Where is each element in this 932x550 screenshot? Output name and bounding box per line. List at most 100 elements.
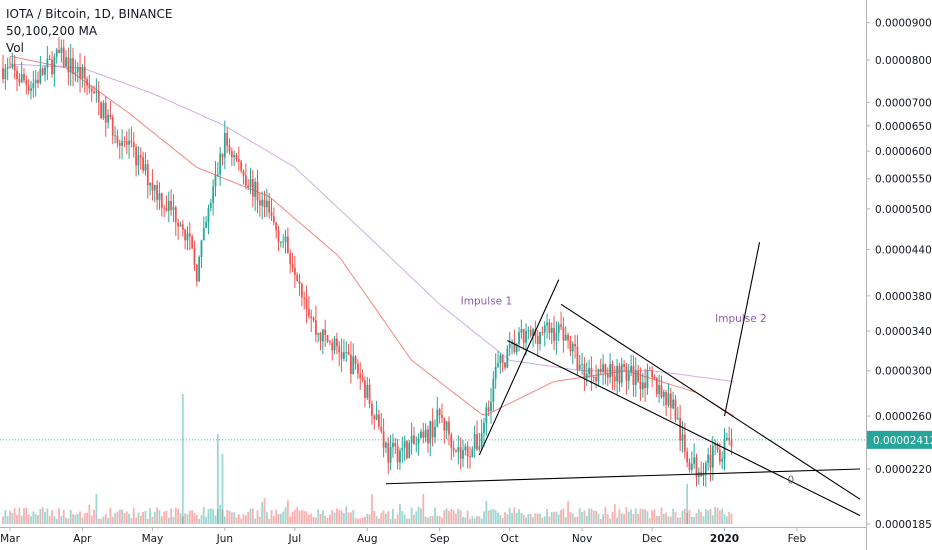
trendlines[interactable] [385, 242, 861, 516]
volume-bar [371, 494, 373, 524]
volume-bar [648, 518, 651, 524]
volume-bar [172, 516, 175, 524]
volume-bar [9, 510, 11, 524]
volume-bar [160, 516, 163, 524]
candle-body [205, 222, 208, 228]
volume-bar [32, 511, 35, 524]
candle-body [711, 445, 714, 468]
candle-body [249, 178, 252, 188]
volume-bar [198, 518, 201, 524]
candle-body [53, 56, 56, 75]
candle-body [686, 451, 689, 463]
symbol-title[interactable]: IOTA / Bitcoin, 1D, BINANCE [6, 7, 173, 21]
candle-body [72, 58, 74, 74]
time-tick-label: Dec [642, 533, 663, 545]
volume-bar [583, 510, 586, 524]
candle-body [683, 434, 686, 452]
candle-body [553, 327, 555, 341]
volume-bar [244, 515, 247, 524]
candle-body [455, 450, 457, 452]
ma-indicator-label[interactable]: 50,100,200 MA [6, 24, 98, 38]
candle-body [314, 320, 317, 335]
candle-body [564, 334, 567, 341]
candle-body [328, 341, 331, 343]
candle-body [387, 442, 390, 463]
candle-body [223, 132, 226, 158]
candle-body [160, 193, 163, 208]
volume-bar [300, 510, 303, 524]
volume-bar [632, 513, 635, 524]
time-axis[interactable]: Mar Apr May Jun Jul Aug Sep Oct Nov Dec 2020 Feb [0, 527, 807, 545]
volume-bar [293, 509, 296, 524]
volume-bar [27, 514, 30, 524]
volume-bar [158, 510, 161, 524]
candle-body [300, 283, 303, 298]
wedge-upper-line[interactable] [560, 303, 861, 500]
candle-body [576, 346, 579, 370]
candle-body [483, 422, 485, 434]
candle-body [357, 363, 359, 374]
candle-body [214, 174, 217, 187]
candle-body [371, 403, 373, 416]
volume-bar [473, 518, 476, 524]
volume-bar [567, 501, 569, 524]
time-tick-label: Feb [788, 533, 807, 545]
volume-bar [581, 511, 583, 524]
volume-bar [102, 516, 105, 524]
volume-bar [515, 512, 518, 524]
volume-bar [289, 516, 292, 524]
support-line[interactable] [385, 468, 860, 485]
volume-bar [569, 512, 572, 524]
time-tick-label: May [142, 533, 164, 545]
volume-bar [443, 510, 446, 524]
volume-bar [697, 509, 700, 524]
volume-bar [483, 511, 485, 524]
candle-body [116, 135, 119, 143]
volume-bar [170, 508, 173, 524]
candle-body [144, 164, 147, 171]
volume-bar [130, 518, 133, 524]
candle-body [272, 216, 275, 223]
volume-bar [270, 510, 273, 524]
volume-bar [707, 510, 710, 524]
candle-body [462, 450, 464, 459]
volume-bar [387, 511, 390, 524]
volume-bar [216, 508, 219, 524]
volume-bar [469, 518, 471, 524]
volume-indicator-label[interactable]: Vol [6, 41, 24, 55]
volume-bar [658, 515, 661, 524]
impulse-2-line[interactable] [723, 242, 761, 417]
candle-body [305, 298, 308, 309]
volume-bar [718, 510, 721, 524]
candle-body [256, 181, 259, 201]
candle-body [125, 141, 128, 145]
candle-body [60, 47, 63, 54]
volume-bar [314, 517, 317, 524]
volume-bar [399, 503, 401, 524]
volume-bar [142, 511, 144, 524]
volume-bar [702, 516, 705, 524]
volume-bar [39, 509, 42, 524]
volume-bar [618, 509, 621, 524]
candle-body [172, 207, 175, 210]
candle-body [158, 193, 161, 200]
impulse-1-line[interactable] [478, 279, 560, 456]
impulse-1-label: Impulse 1 [461, 295, 513, 307]
candle-body [520, 329, 523, 333]
volume-bar [34, 514, 37, 524]
volume-bar [644, 509, 647, 524]
candle-body [578, 364, 581, 370]
wedge-lower-line[interactable] [507, 340, 861, 516]
candle-body [202, 227, 205, 241]
volume-bar [522, 514, 525, 524]
volume-bar [655, 516, 658, 524]
volume-bar [462, 516, 464, 524]
candle-body [604, 364, 607, 374]
candle-body [522, 329, 525, 343]
candle-body [181, 224, 184, 230]
